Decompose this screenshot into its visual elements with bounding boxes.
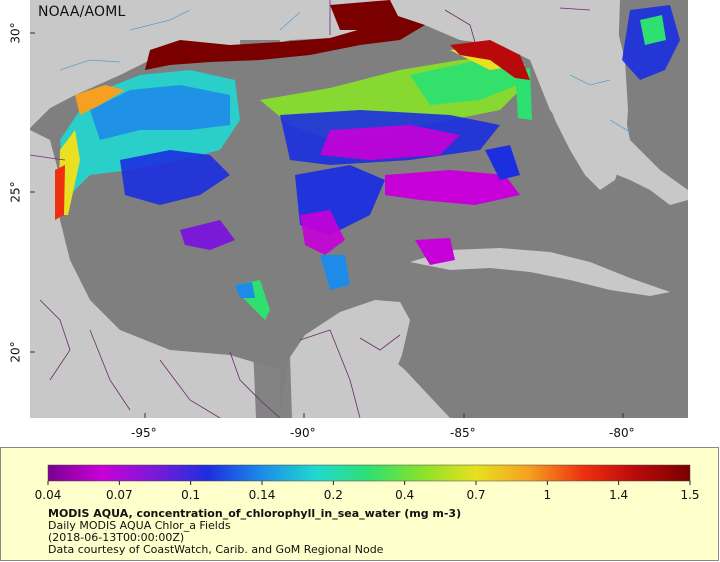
borders <box>30 0 591 418</box>
chlorophyll-overlay <box>55 0 680 320</box>
legend-title: MODIS AQUA, concentration_of_chlorophyll… <box>48 507 462 520</box>
colorbar-tick-label: 0.07 <box>105 488 133 502</box>
map-image <box>30 0 688 418</box>
lat-tick-label: 25° <box>8 181 23 203</box>
lat-tick-label: 30° <box>8 22 23 44</box>
rivers <box>59 9 631 133</box>
lat-tick-label: 20° <box>8 341 23 363</box>
credit-label: NOAA/AOML <box>38 4 126 20</box>
colorbar-tick-label: 1.5 <box>680 488 700 502</box>
mexico-land <box>30 130 280 418</box>
legend-line: (2018-06-13T00:00:00Z) <box>48 531 185 544</box>
yucatan-land <box>280 300 410 418</box>
legend-panel: 0.04 0.07 0.1 0.14 0.2 0.4 0.7 1 1.4 1.5 MODIS AQ… <box>0 447 719 561</box>
swath-gap <box>240 40 292 418</box>
legend-text: MODIS AQUA, concentration_of_chlorophyll… <box>48 508 461 556</box>
colorbar-tick-label: 0.04 <box>34 488 62 502</box>
colorbar-tick-label: 0.2 <box>323 488 343 502</box>
colorbar <box>47 464 691 485</box>
legend-line: Data courtesy of CoastWatch, Carib. and … <box>48 543 384 556</box>
colorbar-tick-label: 0.4 <box>395 488 415 502</box>
colorbar-tick-label: 1.4 <box>609 488 629 502</box>
lon-tick-label: -95° <box>131 426 157 440</box>
colorbar-tick-label: 1 <box>543 488 552 502</box>
lon-tick-label: -80° <box>609 426 635 440</box>
colorbar-tick-label: 0.14 <box>248 488 276 502</box>
map-panel <box>30 0 688 418</box>
colorbar-tick-label: 0.7 <box>466 488 486 502</box>
cuba-land <box>410 248 670 296</box>
lon-tick-label: -90° <box>290 426 316 440</box>
colorbar-tick-label: 0.1 <box>181 488 201 502</box>
colorbar-gradient <box>47 464 691 482</box>
legend-line: Daily MODIS AQUA Chlor_a Fields <box>48 519 231 532</box>
map-tick-marks <box>30 32 624 418</box>
florida-land <box>535 20 628 190</box>
us-gulf-land <box>30 0 620 128</box>
lon-tick-label: -85° <box>450 426 476 440</box>
